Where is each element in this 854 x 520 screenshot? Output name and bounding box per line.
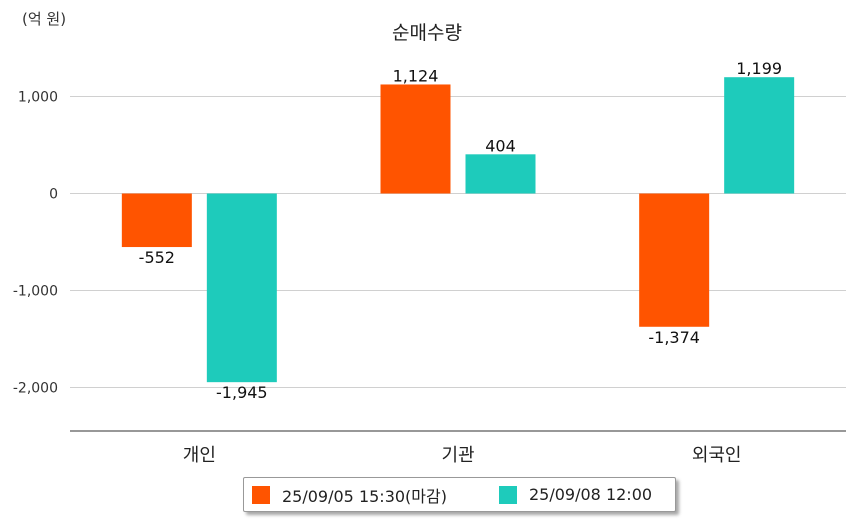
bar [465, 154, 536, 194]
legend-label-series-2: 25/09/08 12:00 [529, 485, 653, 504]
y-tick-label: 0 [49, 187, 58, 203]
bar [121, 193, 192, 248]
data-label: -1,374 [648, 328, 700, 347]
y-tick-label: -1,000 [13, 284, 58, 300]
data-label: -552 [139, 248, 175, 267]
data-label: 404 [485, 136, 516, 155]
data-label: 1,124 [393, 66, 439, 85]
legend: 25/09/05 15:30(마감) 25/09/08 12:00 [243, 477, 676, 512]
legend-item-series-1[interactable]: 25/09/05 15:30(마감) [252, 478, 447, 511]
data-label: 1,199 [736, 59, 782, 78]
data-label: -1,945 [216, 383, 268, 402]
y-tick-label: 1,000 [18, 90, 58, 106]
legend-swatch-series-2 [499, 485, 517, 504]
x-tick-label: 기관 [441, 445, 474, 466]
x-tick-label: 개인 [183, 445, 216, 466]
legend-label-series-1: 25/09/05 15:30(마감) [282, 486, 447, 506]
bar [639, 193, 710, 327]
x-tick-label: 외국인 [692, 445, 742, 466]
bar [380, 84, 451, 194]
legend-swatch-series-1 [252, 485, 270, 504]
bar [724, 77, 795, 194]
legend-item-series-2[interactable]: 25/09/08 12:00 [499, 478, 652, 511]
unit-label: (억 원) [22, 10, 67, 28]
bar [206, 193, 277, 383]
y-tick-label: -2,000 [13, 381, 58, 397]
chart-title: 순매수량 [392, 22, 462, 44]
